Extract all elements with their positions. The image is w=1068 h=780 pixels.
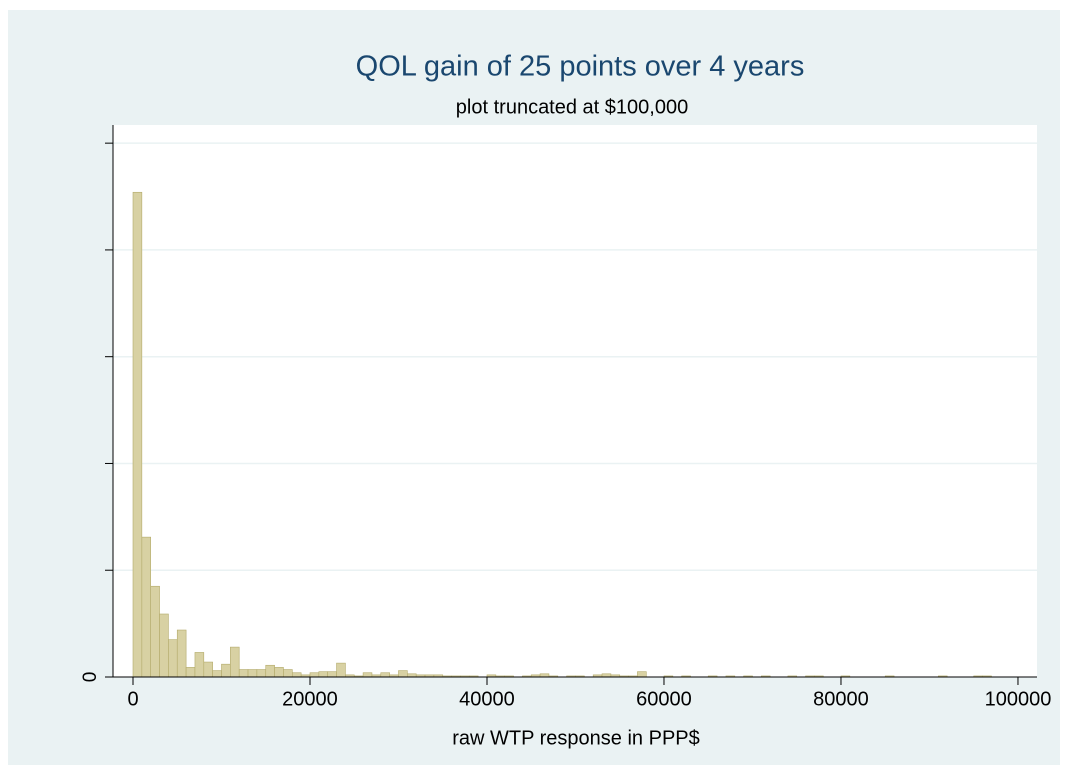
bar <box>265 664 275 678</box>
chart-title: QOL gain of 25 points over 4 years <box>356 51 805 83</box>
bar <box>327 671 337 678</box>
bar <box>230 646 240 678</box>
bar <box>247 669 258 678</box>
x-tick-label: 40000 <box>459 688 515 710</box>
bar <box>194 652 205 678</box>
bar <box>637 671 647 678</box>
bar <box>141 536 151 678</box>
y-tick-label: 0 <box>80 672 101 683</box>
bar <box>336 662 346 678</box>
bar <box>256 669 267 678</box>
bar <box>380 672 390 678</box>
bar <box>309 672 320 678</box>
bar <box>132 191 143 678</box>
x-tick-label: 60000 <box>636 688 692 710</box>
bar <box>203 661 213 678</box>
plot-region <box>113 125 1037 677</box>
bar <box>291 672 302 678</box>
bar <box>398 670 408 678</box>
bar <box>168 639 178 678</box>
bar <box>318 671 328 678</box>
bar <box>212 670 222 678</box>
bar <box>159 613 169 678</box>
x-axis-label: raw WTP response in PPP$ <box>452 727 700 749</box>
x-tick-label: 20000 <box>282 688 338 710</box>
bar <box>221 663 231 678</box>
x-tick-label: 80000 <box>813 688 869 710</box>
bar <box>150 585 160 678</box>
bar <box>185 667 196 678</box>
bar <box>238 669 249 678</box>
chart-subtitle: plot truncated at $100,000 <box>456 96 688 118</box>
bar <box>283 669 293 678</box>
x-tick-label: 100000 <box>985 688 1052 710</box>
bar <box>176 629 187 678</box>
bar <box>274 667 284 678</box>
x-tick-label: 0 <box>127 688 138 710</box>
bar <box>362 672 373 678</box>
